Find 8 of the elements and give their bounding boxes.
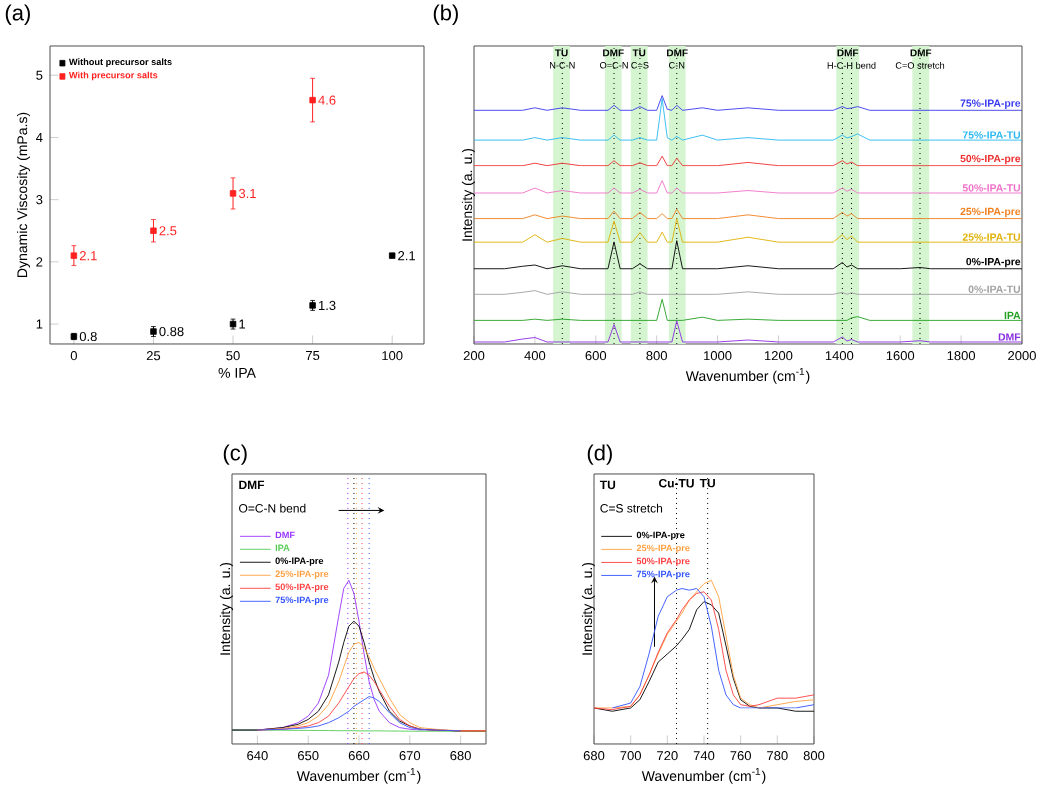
point: [150, 227, 157, 234]
chart-title: (b): [433, 4, 458, 25]
chart-title: (d): [587, 444, 612, 465]
point: [309, 96, 316, 104]
chart-title: (c): [223, 444, 247, 465]
chart-title: (a): [5, 4, 30, 25]
point: [229, 190, 237, 197]
point: [70, 252, 78, 259]
